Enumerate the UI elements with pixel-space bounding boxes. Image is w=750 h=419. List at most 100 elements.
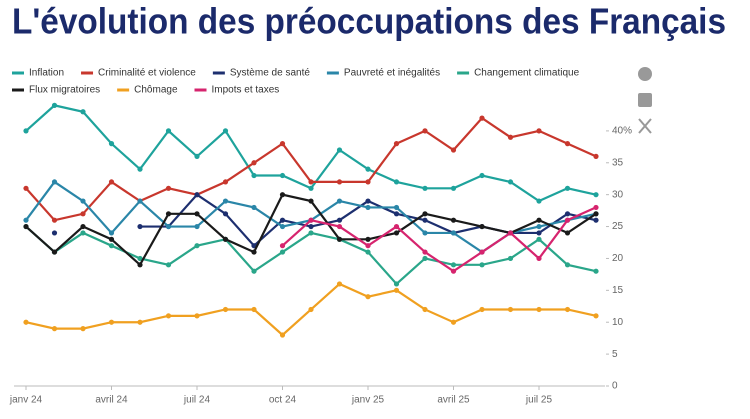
data-point bbox=[593, 192, 599, 198]
data-point bbox=[365, 294, 371, 300]
data-point bbox=[80, 109, 86, 115]
x-tick-label: juil 25 bbox=[525, 395, 553, 406]
x-tick-label: juil 24 bbox=[183, 395, 211, 406]
data-point bbox=[393, 230, 400, 236]
data-point bbox=[108, 319, 115, 325]
y-tick-label: 40% bbox=[612, 126, 632, 137]
data-point bbox=[222, 128, 229, 134]
series-line bbox=[25, 116, 597, 222]
data-point bbox=[536, 223, 542, 230]
data-point bbox=[365, 166, 371, 172]
legend-item: Impots et taxes bbox=[194, 85, 280, 96]
data-point bbox=[450, 230, 457, 236]
data-point bbox=[393, 281, 400, 287]
data-point bbox=[51, 249, 58, 255]
legend-item: Flux migratoires bbox=[12, 85, 100, 96]
linkedin-icon[interactable] bbox=[638, 93, 652, 107]
data-point bbox=[23, 217, 29, 223]
data-point bbox=[593, 268, 599, 274]
y-tick-label: 10 bbox=[612, 317, 624, 328]
data-point bbox=[479, 223, 485, 230]
legend-item: Changement climatique bbox=[457, 68, 580, 79]
data-point bbox=[222, 211, 229, 217]
data-point bbox=[507, 255, 514, 262]
data-point bbox=[536, 255, 542, 262]
data-point bbox=[222, 306, 229, 313]
legend-label: Impots et taxes bbox=[212, 85, 280, 96]
legend-label: Chômage bbox=[134, 85, 178, 96]
data-point bbox=[564, 262, 571, 268]
data-point bbox=[564, 306, 571, 313]
share-icons bbox=[638, 67, 652, 134]
data-point bbox=[165, 313, 172, 319]
data-point bbox=[479, 172, 485, 179]
data-point bbox=[222, 198, 229, 204]
chart-title: L'évolution des préoccupations des Franç… bbox=[12, 1, 726, 42]
data-point bbox=[450, 262, 457, 268]
data-point bbox=[251, 204, 257, 211]
data-point bbox=[507, 306, 514, 313]
data-point bbox=[536, 306, 542, 313]
data-point bbox=[393, 141, 400, 147]
data-point bbox=[165, 128, 172, 134]
data-point bbox=[80, 211, 86, 217]
data-point bbox=[536, 198, 542, 204]
data-point bbox=[450, 268, 457, 274]
x-tick-label: janv 24 bbox=[9, 395, 43, 406]
legend-item: Criminalité et violence bbox=[81, 68, 196, 79]
data-point bbox=[251, 160, 257, 166]
data-point bbox=[279, 192, 286, 198]
data-point bbox=[194, 223, 200, 230]
data-point bbox=[51, 102, 58, 108]
data-point bbox=[507, 134, 514, 140]
data-point bbox=[80, 326, 86, 332]
data-point bbox=[251, 249, 257, 255]
data-point bbox=[593, 217, 599, 223]
y-tick-label: 35 bbox=[612, 157, 624, 168]
data-point bbox=[393, 211, 400, 217]
data-point bbox=[336, 147, 343, 153]
data-point bbox=[564, 211, 571, 217]
data-point bbox=[422, 185, 428, 191]
data-point bbox=[165, 185, 172, 191]
data-point bbox=[336, 198, 343, 204]
data-point bbox=[450, 147, 457, 153]
data-point bbox=[422, 249, 428, 255]
x-tick-label: janv 25 bbox=[351, 395, 385, 406]
legend-item: Chômage bbox=[117, 85, 178, 96]
data-point bbox=[450, 185, 457, 191]
data-point bbox=[564, 185, 571, 191]
data-point bbox=[422, 230, 428, 236]
data-point bbox=[336, 236, 343, 242]
data-point bbox=[137, 166, 143, 172]
data-point bbox=[479, 262, 485, 268]
data-point bbox=[365, 236, 371, 242]
data-point bbox=[365, 179, 371, 185]
data-point bbox=[165, 262, 172, 268]
x-tick-label: avril 24 bbox=[95, 395, 128, 406]
data-point bbox=[593, 153, 599, 159]
data-point bbox=[393, 204, 400, 211]
facebook-icon[interactable] bbox=[638, 67, 652, 81]
x-tick-label: avril 25 bbox=[437, 395, 470, 406]
data-point bbox=[23, 185, 29, 191]
data-point bbox=[279, 172, 286, 179]
y-tick-label: 15 bbox=[612, 285, 624, 296]
data-point bbox=[308, 306, 314, 313]
data-point bbox=[422, 217, 428, 223]
x-tick-label: oct 24 bbox=[269, 395, 297, 406]
data-point bbox=[108, 230, 115, 236]
data-point bbox=[336, 179, 343, 185]
data-point bbox=[51, 326, 58, 332]
data-point bbox=[393, 287, 400, 293]
data-point bbox=[336, 223, 343, 230]
legend-label: Changement climatique bbox=[474, 68, 579, 79]
data-point bbox=[137, 255, 143, 262]
data-point bbox=[308, 223, 314, 230]
data-point bbox=[507, 230, 514, 236]
x-icon[interactable] bbox=[638, 118, 652, 134]
data-point bbox=[23, 223, 29, 230]
data-point bbox=[536, 128, 542, 134]
data-point bbox=[80, 223, 86, 230]
